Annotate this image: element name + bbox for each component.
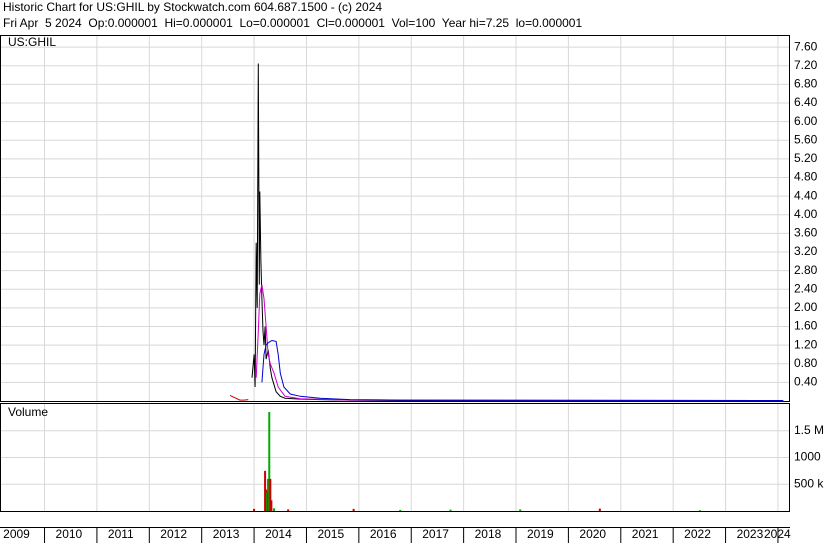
price-line xyxy=(255,284,784,401)
price-line xyxy=(261,339,784,401)
y-tick-label: 6.40 xyxy=(794,95,818,109)
volume-bar xyxy=(267,478,270,511)
x-tick-label: 2016 xyxy=(370,527,397,541)
volume-bar xyxy=(265,489,268,511)
volume-bar xyxy=(352,508,355,511)
volume-bar xyxy=(253,508,256,511)
y-tick-label: 2.40 xyxy=(794,281,818,295)
y-tick-label: 0.80 xyxy=(794,356,818,370)
y-tick-label: 1000 xyxy=(794,450,821,464)
volume-bar xyxy=(268,412,271,511)
x-tick-label: 2011 xyxy=(108,527,134,541)
volume-bar xyxy=(287,509,290,511)
volume-bar xyxy=(598,508,601,511)
y-tick-label: 6.00 xyxy=(794,114,818,128)
y-tick-label: 4.80 xyxy=(794,170,818,184)
x-tick-label: 2013 xyxy=(213,527,240,541)
y-tick-label: 7.60 xyxy=(794,39,818,53)
y-tick-label: 0.40 xyxy=(794,375,818,389)
volume-label: Volume xyxy=(8,405,48,419)
x-tick-label: 2018 xyxy=(475,527,502,541)
volume-panel xyxy=(0,403,790,512)
x-tick-label: 2021 xyxy=(632,527,659,541)
volume-bar xyxy=(519,509,522,511)
y-tick-label: 5.20 xyxy=(794,151,818,165)
y-tick-label: 5.60 xyxy=(794,132,818,146)
y-tick-label: 1.60 xyxy=(794,319,818,333)
y-tick-label: 4.40 xyxy=(794,188,818,202)
x-tick-label: 2010 xyxy=(56,527,83,541)
header-title: Historic Chart for US:GHIL by Stockwatch… xyxy=(3,0,382,14)
volume-bar xyxy=(272,508,275,511)
volume-bar xyxy=(266,492,269,511)
header-quote: Fri Apr 5 2024 Op:0.000001 Hi=0.000001 L… xyxy=(3,16,582,30)
y-tick-label: 4.00 xyxy=(794,207,818,221)
x-tick-label: 2012 xyxy=(160,527,187,541)
symbol-label: US:GHIL xyxy=(8,35,56,49)
y-tick-label: 2.80 xyxy=(794,263,818,277)
volume-bar xyxy=(399,509,402,511)
price-line xyxy=(229,394,249,401)
volume-bar xyxy=(269,478,272,511)
price-panel xyxy=(0,35,790,402)
volume-bar xyxy=(449,509,452,511)
y-tick-label: 2.00 xyxy=(794,300,818,314)
x-tick-label: 2023 xyxy=(737,527,764,541)
y-tick-label: 3.60 xyxy=(794,226,818,240)
x-tick-label: 2014 xyxy=(265,527,292,541)
y-tick-label: 3.20 xyxy=(794,244,818,258)
price-line xyxy=(251,63,784,402)
x-tick-label: 2017 xyxy=(422,527,449,541)
x-tick-label: 2019 xyxy=(527,527,554,541)
y-tick-label: 7.20 xyxy=(794,58,818,72)
y-tick-label: 1.20 xyxy=(794,337,818,351)
y-tick-label: 6.80 xyxy=(794,77,818,91)
y-tick-label: 500 k xyxy=(794,476,824,490)
volume-bar xyxy=(270,500,273,511)
y-tick-label: 1.5 M xyxy=(794,423,824,437)
x-tick-label: 2024 xyxy=(764,527,791,541)
volume-bar xyxy=(264,470,267,511)
volume-bar xyxy=(698,510,701,511)
x-tick-label: 2022 xyxy=(684,527,711,541)
x-tick-label: 2015 xyxy=(317,527,344,541)
x-tick-label: 2009 xyxy=(3,527,30,541)
x-tick-label: 2020 xyxy=(579,527,606,541)
